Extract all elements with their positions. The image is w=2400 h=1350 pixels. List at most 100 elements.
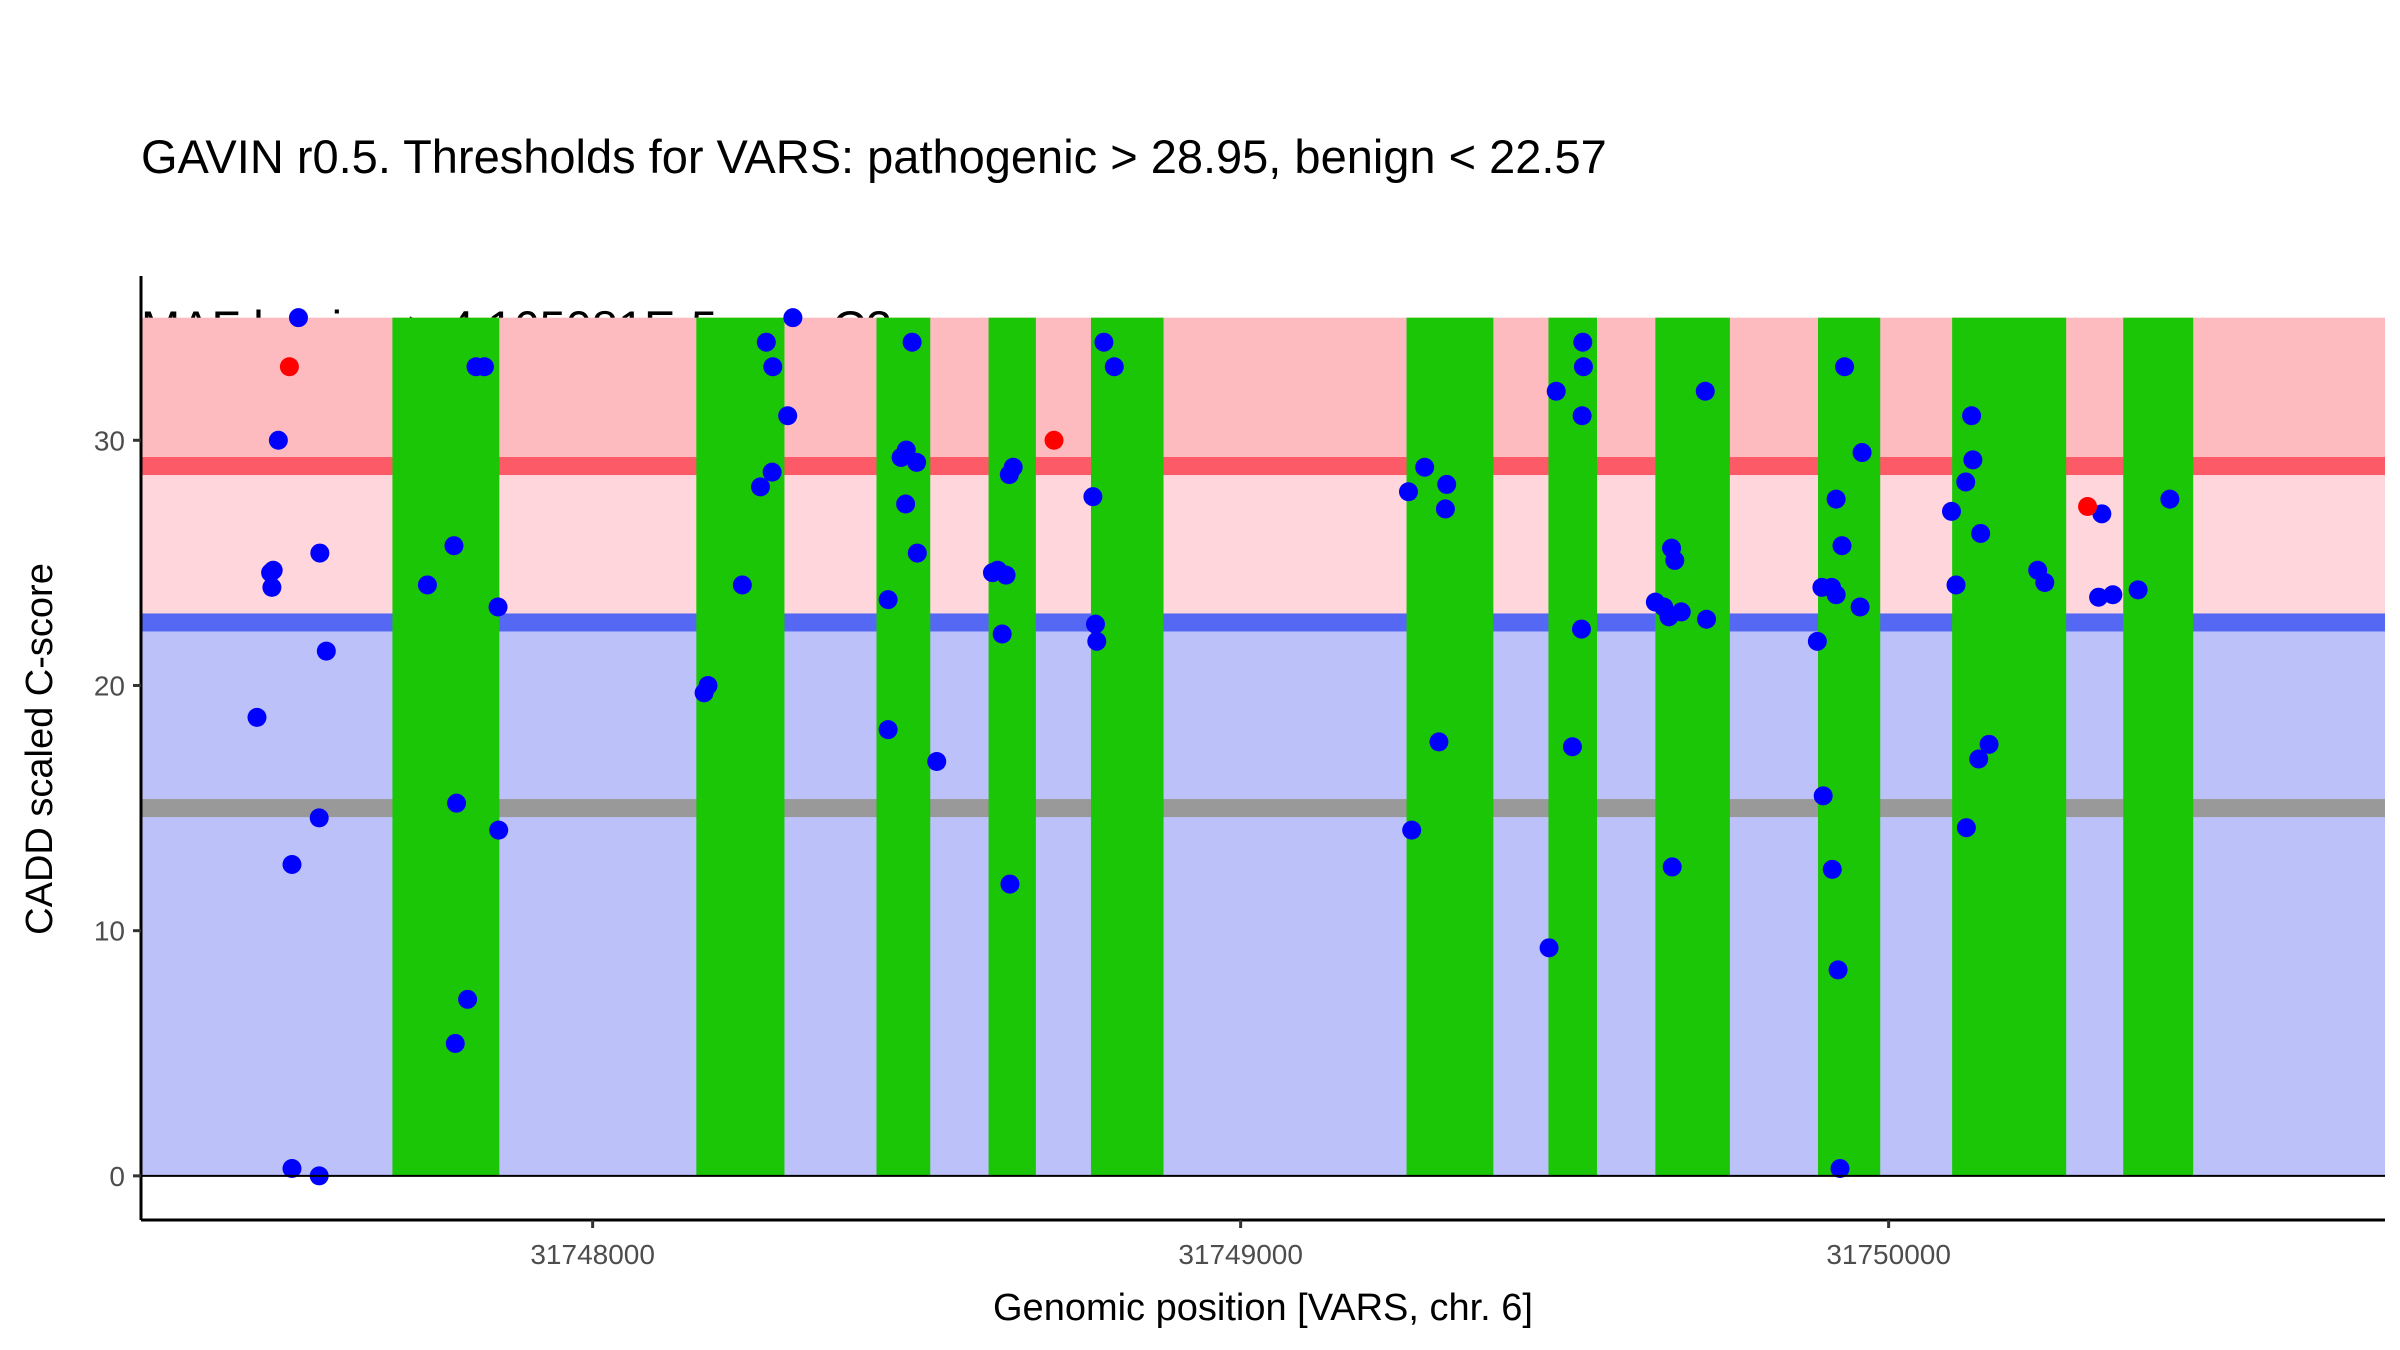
gnomad-point [1956,472,1976,492]
gnomad-point [1826,585,1846,605]
gnomad-point [247,707,267,727]
gnomad-point [2160,489,2180,509]
gnomad-point [1830,1159,1850,1179]
x-tick-label: 31750000 [1826,1239,1951,1270]
gnomad-point [1429,732,1449,752]
x-tick-label: 31749000 [1178,1239,1303,1270]
gnomad-point [783,308,803,328]
gnomad-point [1437,474,1457,494]
gnomad-point [1087,631,1107,651]
gnomad-point [756,332,776,352]
gnomad-point [1562,737,1582,757]
gnomad-point [1835,357,1855,377]
gnomad-point [1969,749,1989,769]
gnomad-point [2103,585,2123,605]
gnomad-point [263,560,283,580]
gnomad-point [1971,523,1991,543]
gnomad-point [282,854,302,874]
gnomad-point [1435,499,1455,519]
axes: 0 10 20 30 31748000 31749000 31750000 [94,276,2385,1270]
y-tick-label: 20 [94,670,125,701]
chart-title-line-1: GAVIN r0.5. Thresholds for VARS: pathoge… [141,130,1607,183]
exon-regions [392,317,2194,1176]
gnomad-point [288,308,308,328]
gnomad-point [447,793,467,813]
gnomad-point [1571,619,1591,639]
gnomad-point [1572,406,1592,426]
gnomad-point [489,820,509,840]
gnomad-point [1807,631,1827,651]
gnomad-point [268,430,288,450]
gnomad-point [1085,614,1105,634]
gnomad-point [1822,859,1842,879]
gnomad-point [1832,536,1852,556]
gnomad-point [1000,874,1020,894]
gnomad-point [444,536,464,556]
gnomad-point [1573,332,1593,352]
gnomad-point [907,452,927,472]
gnomad-point [750,477,770,497]
x-axis-title: Genomic position [VARS, chr. 6] [993,1287,1533,1329]
gnomad-point [1398,482,1418,502]
gnomad-point [878,720,898,740]
gnomad-point [417,575,437,595]
gnomad-point [309,808,329,828]
exon-region-4 [988,317,1036,1176]
gnomad-point [1573,357,1593,377]
gnomad-point [1979,734,1999,754]
gnomad-point [1850,597,1870,617]
exon-region-2 [696,317,785,1176]
y-tick-label: 30 [94,425,125,456]
variant-points [247,308,2180,1186]
gnomad-point [2128,580,2148,600]
gnomad-point [262,577,282,597]
exon-region-1 [392,317,500,1176]
gnomad-point [458,989,478,1009]
gnomad-point [1962,406,1982,426]
gnomad-point [2092,504,2112,524]
gnomad-point [1956,818,1976,838]
exon-region-10 [1952,317,2067,1176]
gnomad-point [1946,575,1966,595]
gnomad-point [2035,572,2055,592]
gnomad-point [1963,450,1983,470]
x-tick-label: 31748000 [530,1239,655,1270]
gnomad-point [698,675,718,695]
gnomad-point [1003,457,1023,477]
gnomad-point [1539,938,1559,958]
gnomad-point [1828,960,1848,980]
gnomad-point [1402,820,1422,840]
exon-region-8 [1655,317,1730,1176]
gnomad-point [907,543,927,563]
gnomad-point [992,624,1012,644]
exon-region-6 [1406,317,1494,1176]
gnomad-point [1662,857,1682,877]
gnomad-point [1697,609,1717,629]
y-axis-title: CADD scaled C-score [19,563,61,935]
exon-region-9 [1818,317,1881,1176]
gnomad-point [732,575,752,595]
gnomad-point [1415,457,1435,477]
gnomad-point [762,462,782,482]
gnomad-point [282,1159,302,1179]
gnomad-point [1083,487,1103,507]
gnomad-point [1941,501,1961,521]
gnomad-point [445,1033,465,1053]
y-tick-label: 0 [109,1161,125,1192]
gnomad-point [310,543,330,563]
gnomad-point [2089,587,2109,607]
clinvar-point [279,357,299,377]
exon-region-5 [1090,317,1164,1176]
gnomad-point [1546,381,1566,401]
gnomad-point [996,565,1016,585]
gnomad-point [878,590,898,610]
gnomad-point [763,357,783,377]
gnomad-point [902,332,922,352]
gnomad-point [474,357,494,377]
gnomad-point [927,751,947,771]
gnomad-point [778,406,798,426]
exon-region-11 [2123,317,2194,1176]
gnomad-point [316,641,336,661]
clinvar-point [1044,430,1064,450]
